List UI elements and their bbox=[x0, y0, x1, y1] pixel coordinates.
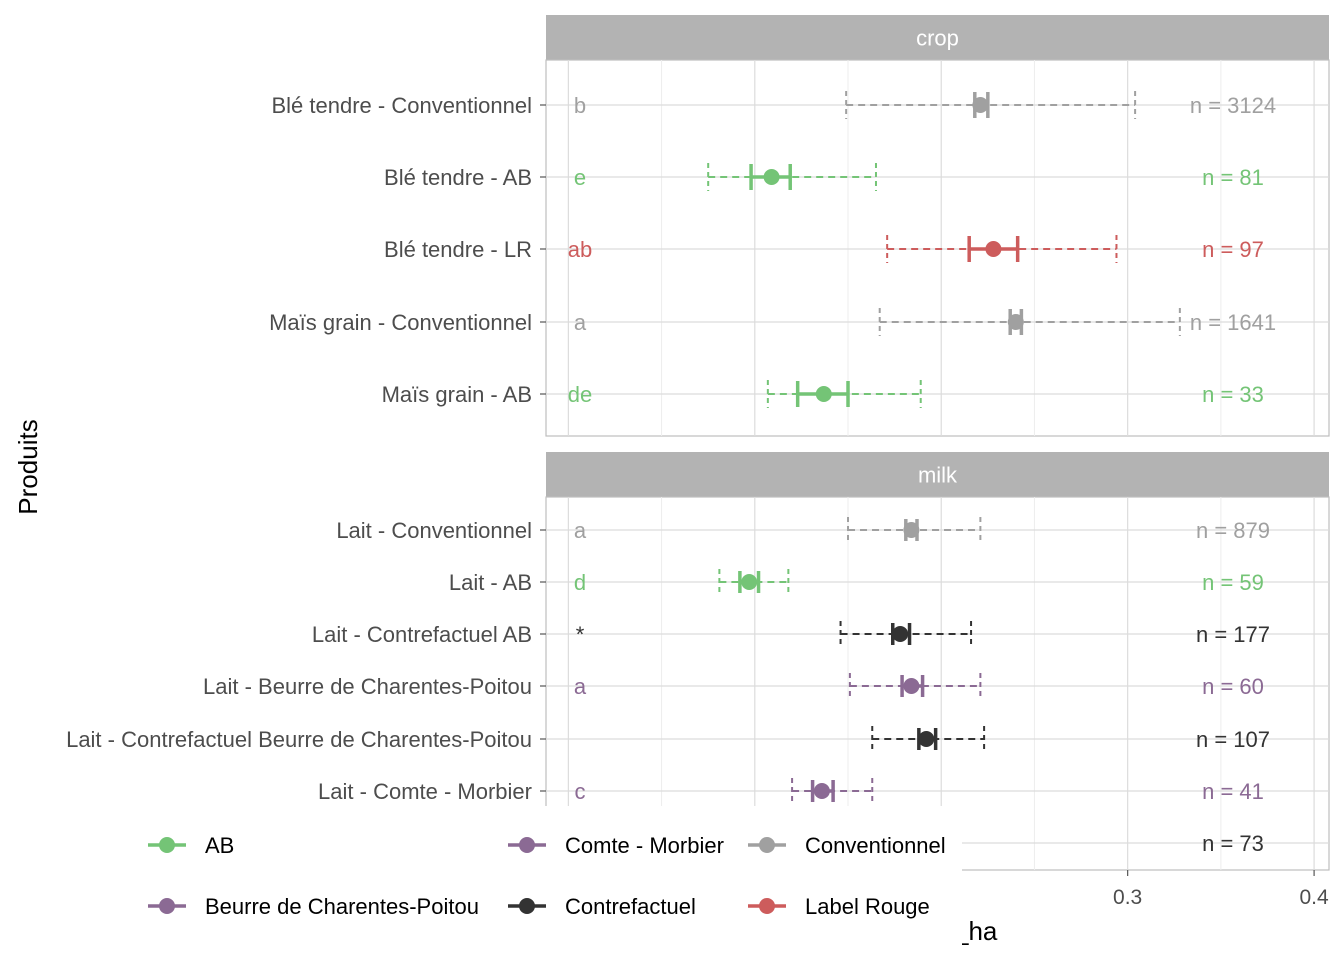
group-letter: a bbox=[574, 674, 587, 699]
group-letter: * bbox=[576, 622, 585, 647]
n-label: n = 1641 bbox=[1190, 310, 1276, 335]
mean-point bbox=[813, 783, 830, 799]
group-letter: a bbox=[574, 310, 587, 335]
mean-point bbox=[903, 678, 920, 694]
legend-label: Comte - Morbier bbox=[565, 833, 724, 858]
group-letter: b bbox=[574, 93, 586, 118]
group-letter: a bbox=[574, 518, 587, 543]
row-1-0: Lait - Conventionnel a n = 879 bbox=[336, 517, 1329, 543]
mean-point bbox=[892, 626, 909, 642]
row-1-1: Lait - AB d n = 59 bbox=[449, 569, 1329, 595]
n-label: n = 33 bbox=[1202, 382, 1264, 407]
mean-point bbox=[918, 731, 935, 747]
group-letter: c bbox=[575, 779, 586, 804]
n-label: n = 3124 bbox=[1190, 93, 1276, 118]
n-label: n = 59 bbox=[1202, 570, 1264, 595]
row-0-1: Blé tendre - AB e n = 81 bbox=[384, 163, 1329, 191]
strip-background bbox=[546, 452, 1329, 497]
group-letter: ab bbox=[568, 237, 592, 262]
legend-key-point bbox=[159, 898, 175, 914]
strip-label: crop bbox=[916, 26, 959, 51]
mean-point bbox=[741, 574, 758, 590]
y-tick-label: Lait - Contrefactuel AB bbox=[312, 622, 532, 647]
n-label: n = 60 bbox=[1202, 674, 1264, 699]
legend-label: AB bbox=[205, 833, 234, 858]
legend-key-point bbox=[519, 837, 535, 853]
legend-key-point bbox=[159, 837, 175, 853]
row-1-2: Lait - Contrefactuel AB * n = 177 bbox=[312, 621, 1329, 647]
row-0-0: Blé tendre - Conventionnel b n = 3124 bbox=[272, 91, 1329, 119]
y-tick-label: Blé tendre - Conventionnel bbox=[272, 93, 533, 118]
legend-label: Label Rouge bbox=[805, 894, 930, 919]
y-tick-label: Maïs grain - Conventionnel bbox=[269, 310, 532, 335]
legend-label: Beurre de Charentes-Poitou bbox=[205, 894, 479, 919]
mean-point bbox=[985, 241, 1002, 257]
y-tick-label: Lait - Conventionnel bbox=[336, 518, 532, 543]
y-axis-title: Produits bbox=[13, 419, 43, 514]
y-tick-label: Maïs grain - AB bbox=[382, 382, 532, 407]
mean-point bbox=[763, 169, 780, 185]
n-label: n = 107 bbox=[1196, 727, 1270, 752]
legend-label: Conventionnel bbox=[805, 833, 946, 858]
y-tick-label: Lait - Comte - Morbier bbox=[318, 779, 532, 804]
legend-key-point bbox=[759, 837, 775, 853]
legend-key-point bbox=[519, 898, 535, 914]
y-tick-label: Blé tendre - AB bbox=[384, 165, 532, 190]
y-tick-label: Lait - Contrefactuel Beurre de Charentes… bbox=[66, 727, 532, 752]
row-0-2: Blé tendre - LR ab n = 97 bbox=[384, 235, 1329, 263]
n-label: n = 879 bbox=[1196, 518, 1270, 543]
legend-background bbox=[130, 806, 962, 960]
mean-point bbox=[972, 97, 989, 113]
legend: AB Comte - Morbier Conventionnel Beurre de … bbox=[130, 806, 962, 960]
row-1-3: Lait - Beurre de Charentes-Poitou a n = 60 bbox=[203, 673, 1329, 699]
legend-item: AB bbox=[148, 833, 234, 858]
n-label: n = 177 bbox=[1196, 622, 1270, 647]
strip-background bbox=[546, 15, 1329, 60]
legend-item: Conventionnel bbox=[748, 833, 946, 858]
y-tick-label: Blé tendre - LR bbox=[384, 237, 532, 262]
y-tick-label: Lait - Beurre de Charentes-Poitou bbox=[203, 674, 532, 699]
legend-key-point bbox=[759, 898, 775, 914]
legend-label: Contrefactuel bbox=[565, 894, 696, 919]
x-tick-label: 0.3 bbox=[1113, 886, 1142, 909]
group-letter: de bbox=[568, 382, 592, 407]
strip-label: milk bbox=[918, 463, 958, 488]
group-letter: d bbox=[574, 570, 586, 595]
row-0-4: Maïs grain - AB de n = 33 bbox=[382, 380, 1329, 408]
y-tick-label: Lait - AB bbox=[449, 570, 532, 595]
legend-item: Comte - Morbier bbox=[508, 833, 724, 858]
n-label: n = 97 bbox=[1202, 237, 1264, 262]
legend-item: Beurre de Charentes-Poitou bbox=[148, 894, 479, 919]
legend-item: Label Rouge bbox=[748, 894, 930, 919]
n-label: n = 81 bbox=[1202, 165, 1264, 190]
group-letter: e bbox=[574, 165, 586, 190]
legend-item: Contrefactuel bbox=[508, 894, 696, 919]
mean-point bbox=[815, 386, 832, 402]
row-1-4: Lait - Contrefactuel Beurre de Charentes… bbox=[66, 726, 1329, 752]
mean-point bbox=[903, 522, 920, 538]
n-label: n = 41 bbox=[1202, 779, 1264, 804]
row-1-5: Lait - Comte - Morbier c n = 41 bbox=[318, 778, 1329, 804]
row-0-3: Maïs grain - Conventionnel a n = 1641 bbox=[269, 308, 1329, 336]
mean-point bbox=[1007, 314, 1024, 330]
n-label: n = 73 bbox=[1202, 831, 1264, 856]
x-tick-label: 0.4 bbox=[1299, 886, 1329, 909]
